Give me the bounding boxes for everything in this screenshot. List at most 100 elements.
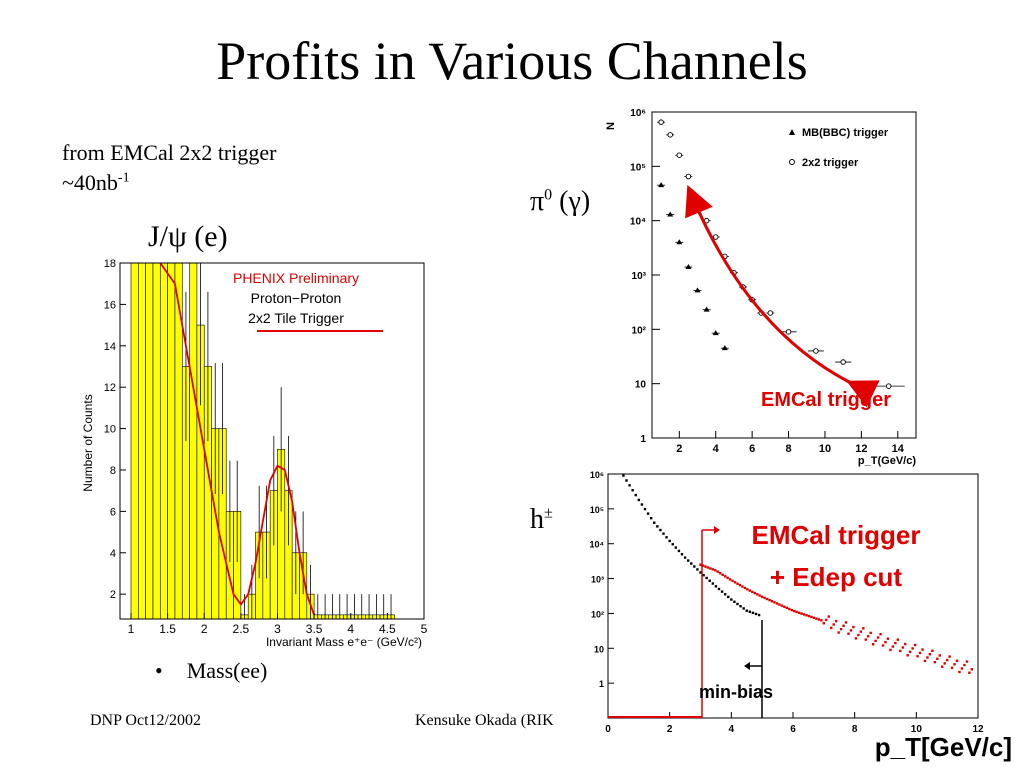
chart3-point-minbias <box>680 553 684 556</box>
chart3-point-emcal <box>726 576 729 580</box>
chart1-x-tick-label: 3.5 <box>306 622 323 636</box>
chart3-point-emcal <box>839 627 843 631</box>
chart3-point-emcal <box>756 593 759 596</box>
chart2-legend-2x2: 2x2 trigger <box>802 157 859 169</box>
chart3-annotation-minbias: min-bias <box>699 682 773 702</box>
chart3-point-emcal <box>928 652 932 656</box>
chart3-point-emcal <box>906 654 909 657</box>
chart3-point-emcal <box>889 648 892 652</box>
chart3-point-minbias <box>683 556 687 559</box>
chart1-x-ticks: 1 1.5 2 2.5 3 3.5 4 4.5 5 <box>128 613 428 636</box>
chart3-point-minbias <box>739 605 742 608</box>
chart3-point-emcal <box>785 606 789 610</box>
chart3-x-tick-label: 8 <box>852 724 858 735</box>
chart3-point-emcal <box>899 649 902 653</box>
chart3-point-minbias <box>677 549 681 553</box>
chart3-point-emcal <box>701 564 705 567</box>
chart3-point-minbias <box>674 546 678 549</box>
hpm-symbol: h <box>530 504 544 535</box>
chart3-point-minbias <box>745 609 748 612</box>
chart3-point-emcal <box>901 646 904 649</box>
chart3-point-minbias <box>717 587 721 591</box>
pi0-gamma: (γ) <box>552 186 591 217</box>
chart2-point-mb <box>658 182 665 188</box>
chart2-background <box>600 104 918 468</box>
source-line-2-sup: -1 <box>117 170 130 186</box>
chart3-y-tick-label: 10⁴ <box>590 540 604 550</box>
chart2-x-tick-label: 4 <box>713 443 720 455</box>
chart2-point-2x2 <box>694 196 701 202</box>
chart2-x-tick-label: 6 <box>749 443 755 455</box>
chart1-x-tick-label: 5 <box>421 622 428 636</box>
chart3-x-tick-label: 12 <box>972 724 984 735</box>
chart3-point-emcal <box>864 638 867 641</box>
chart3-point-minbias <box>702 574 705 577</box>
chart3-point-emcal <box>832 623 835 626</box>
chart3-point-emcal <box>938 654 941 657</box>
chart3-point-emcal <box>941 665 944 668</box>
chart3-y-tick-label: 1 <box>599 679 604 689</box>
chart3-point-minbias <box>696 568 699 571</box>
chart3-point-emcal <box>768 598 771 602</box>
chart3-y-tick-label: 10³ <box>591 575 604 585</box>
chart1-y-ticks: 2 4 6 8 10 12 14 16 18 <box>104 258 126 601</box>
chart1-y-tick-label: 2 <box>110 589 116 601</box>
chart3-y-tick-label: 10 <box>594 644 604 654</box>
chart2-point-mb <box>667 211 674 217</box>
chart3-point-emcal <box>852 625 855 629</box>
bullet-item: • Mass(ee) <box>155 658 267 684</box>
chart1-y-tick-label: 8 <box>110 465 116 477</box>
chart3-point-minbias <box>693 565 696 568</box>
chart3-point-emcal <box>936 657 939 660</box>
chart1-background <box>60 255 436 655</box>
chart3-point-minbias <box>653 521 656 524</box>
chart3-point-minbias <box>748 610 752 613</box>
chart2-x-tick-label: 10 <box>819 443 831 455</box>
chart2-point-2x2 <box>767 310 774 316</box>
chart3-point-emcal <box>765 597 769 601</box>
chart3-point-emcal <box>859 630 863 633</box>
chart2-point-2x2 <box>813 348 819 354</box>
chart3-annotation-1: EMCal trigger <box>751 520 920 550</box>
chart1-x-tick-label: 2 <box>201 622 208 636</box>
chart3-point-emcal <box>862 627 865 630</box>
chart2-point-2x2 <box>658 119 664 125</box>
chart3-point-minbias <box>656 525 659 528</box>
chart1-x-tick-label: 3 <box>274 622 281 636</box>
chart3-point-emcal <box>736 582 739 585</box>
chart1-x-tick-label: 4 <box>347 622 354 636</box>
chart3-point-emcal <box>802 613 806 616</box>
chart3-point-emcal <box>849 629 853 632</box>
chart2-y-tick-label: 10⁶ <box>630 108 646 119</box>
chart3-point-minbias <box>662 532 665 535</box>
chart2-y-tick-label: 1 <box>640 434 646 445</box>
chart3-point-minbias <box>699 571 702 574</box>
chart2-point-2x2 <box>667 132 673 138</box>
chart3-point-emcal <box>869 631 872 635</box>
chart3-point-emcal <box>874 639 877 643</box>
chart3-point-minbias <box>757 613 761 617</box>
chart3-point-emcal <box>931 649 934 653</box>
chart3-point-minbias <box>634 493 637 497</box>
chart2-x-tick-label: 14 <box>892 443 905 455</box>
chart3-point-emcal <box>753 591 756 595</box>
chart3-point-minbias <box>628 484 631 487</box>
chart3-point-emcal <box>716 570 719 573</box>
chart3-point-minbias <box>622 474 625 477</box>
chart3-point-minbias <box>646 512 650 515</box>
chart3-point-minbias <box>649 516 653 520</box>
chart3-point-minbias <box>711 582 715 585</box>
chart3-point-emcal <box>837 631 840 634</box>
chart3-point-emcal <box>748 589 752 592</box>
chart1-x-tick-label: 1 <box>128 622 135 636</box>
chart3-point-emcal <box>770 600 774 603</box>
chart3-point-emcal <box>773 601 776 604</box>
hpm-spectrum-chart: 0 2 4 6 8 10 12 1 10 10² 10³ 10⁴ 10⁵ 10⁶ EMCal trigg… <box>578 470 1022 766</box>
chart3-point-emcal <box>884 640 887 644</box>
chart1-title: PHENIX Preliminary <box>233 270 359 286</box>
chart1-x-tick-label: 2.5 <box>233 622 250 636</box>
chart3-point-emcal <box>896 638 900 641</box>
chart3-point-emcal <box>741 585 744 588</box>
chart3-point-minbias <box>668 539 671 543</box>
chart2-x-tick-label: 2 <box>676 443 682 455</box>
